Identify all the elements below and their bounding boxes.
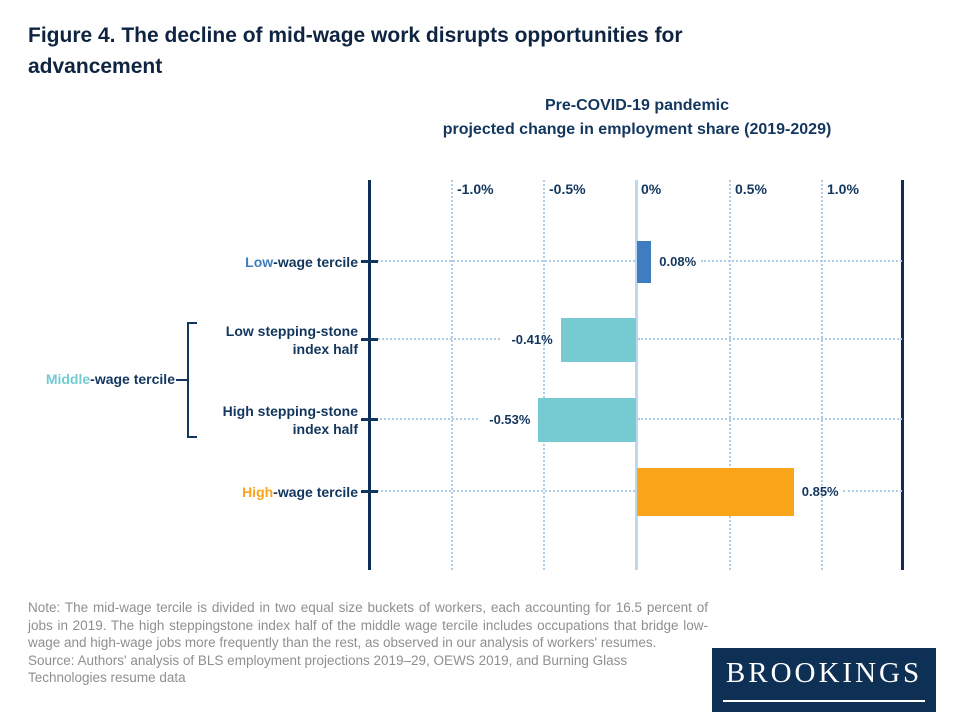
chart-title: Pre-COVID-19 pandemic projected change i… bbox=[340, 94, 934, 142]
category-label-low-wage: Low-wage tercile bbox=[245, 253, 358, 271]
footnotes: Note: The mid-wage tercile is divided in… bbox=[28, 599, 708, 687]
zero-baseline bbox=[635, 180, 638, 570]
x-tick-label: 0.5% bbox=[735, 181, 767, 197]
x-tick-label: -1.0% bbox=[457, 181, 494, 197]
gridline bbox=[821, 180, 823, 570]
brookings-logo-text: BROOKINGS bbox=[725, 657, 923, 689]
x-tick-label: 0% bbox=[641, 181, 662, 197]
category-line1: High stepping-stone bbox=[222, 403, 358, 419]
value-label: 0.08% bbox=[659, 254, 697, 269]
value-label: -0.41% bbox=[511, 332, 553, 347]
group-bracket bbox=[187, 436, 197, 438]
gridline bbox=[543, 180, 545, 570]
category-rest: -wage tercile bbox=[273, 254, 358, 270]
category-line2: index half bbox=[292, 341, 358, 357]
value-label: 0.85% bbox=[801, 484, 839, 499]
category-line1: Low stepping-stone bbox=[225, 323, 358, 339]
category-label-high-stepping-stone: High stepping-stone index half bbox=[223, 402, 358, 438]
x-tick-label: 1.0% bbox=[827, 181, 859, 197]
leader-line bbox=[373, 490, 635, 492]
bar-low-wage-tercile bbox=[636, 241, 652, 283]
bar-high-wage-tercile bbox=[636, 468, 794, 516]
leader-line bbox=[701, 260, 902, 262]
bar-low-stepping-stone bbox=[560, 318, 637, 362]
category-label-low-stepping-stone: Low stepping-stone index half bbox=[226, 322, 358, 358]
group-bracket bbox=[187, 322, 197, 324]
right-axis-line bbox=[901, 180, 904, 570]
note-text: Note: The mid-wage tercile is divided in… bbox=[28, 600, 708, 650]
group-bracket bbox=[187, 322, 189, 438]
group-bracket bbox=[176, 379, 187, 381]
brookings-logo: BROOKINGS bbox=[712, 648, 936, 712]
value-label: -0.53% bbox=[489, 412, 531, 427]
chart-title-line2: projected change in employment share (20… bbox=[442, 121, 832, 138]
axis-tick-mark bbox=[361, 490, 378, 493]
category-label-high-wage: High-wage tercile bbox=[242, 483, 358, 501]
x-tick-label: -0.5% bbox=[549, 181, 586, 197]
axis-tick-mark bbox=[361, 260, 378, 263]
axis-tick-mark bbox=[361, 418, 378, 421]
leader-line bbox=[638, 418, 902, 420]
category-rest: -wage tercile bbox=[273, 484, 358, 500]
axis-tick-mark bbox=[361, 338, 378, 341]
brookings-logo-rule bbox=[723, 700, 925, 702]
figure-title: Figure 4. The decline of mid-wage work d… bbox=[28, 24, 683, 78]
group-label-middle-wage: Middle-wage tercile bbox=[46, 371, 175, 387]
gridline bbox=[729, 180, 731, 570]
group-highlight: Middle bbox=[45, 371, 91, 387]
source-text: Source: Authors' analysis of BLS employm… bbox=[28, 652, 628, 686]
left-axis-line bbox=[368, 180, 371, 570]
group-rest: -wage tercile bbox=[90, 371, 175, 387]
leader-line bbox=[843, 490, 902, 492]
chart-title-line1: Pre-COVID-19 pandemic bbox=[544, 97, 730, 114]
leader-line bbox=[373, 338, 500, 340]
leader-line bbox=[638, 338, 902, 340]
leader-line bbox=[373, 418, 478, 420]
gridline bbox=[451, 180, 453, 570]
category-highlight: High bbox=[242, 484, 274, 500]
leader-line bbox=[373, 260, 635, 262]
category-highlight: Low bbox=[245, 254, 274, 270]
category-line2: index half bbox=[292, 421, 358, 437]
bar-high-stepping-stone bbox=[538, 398, 637, 442]
